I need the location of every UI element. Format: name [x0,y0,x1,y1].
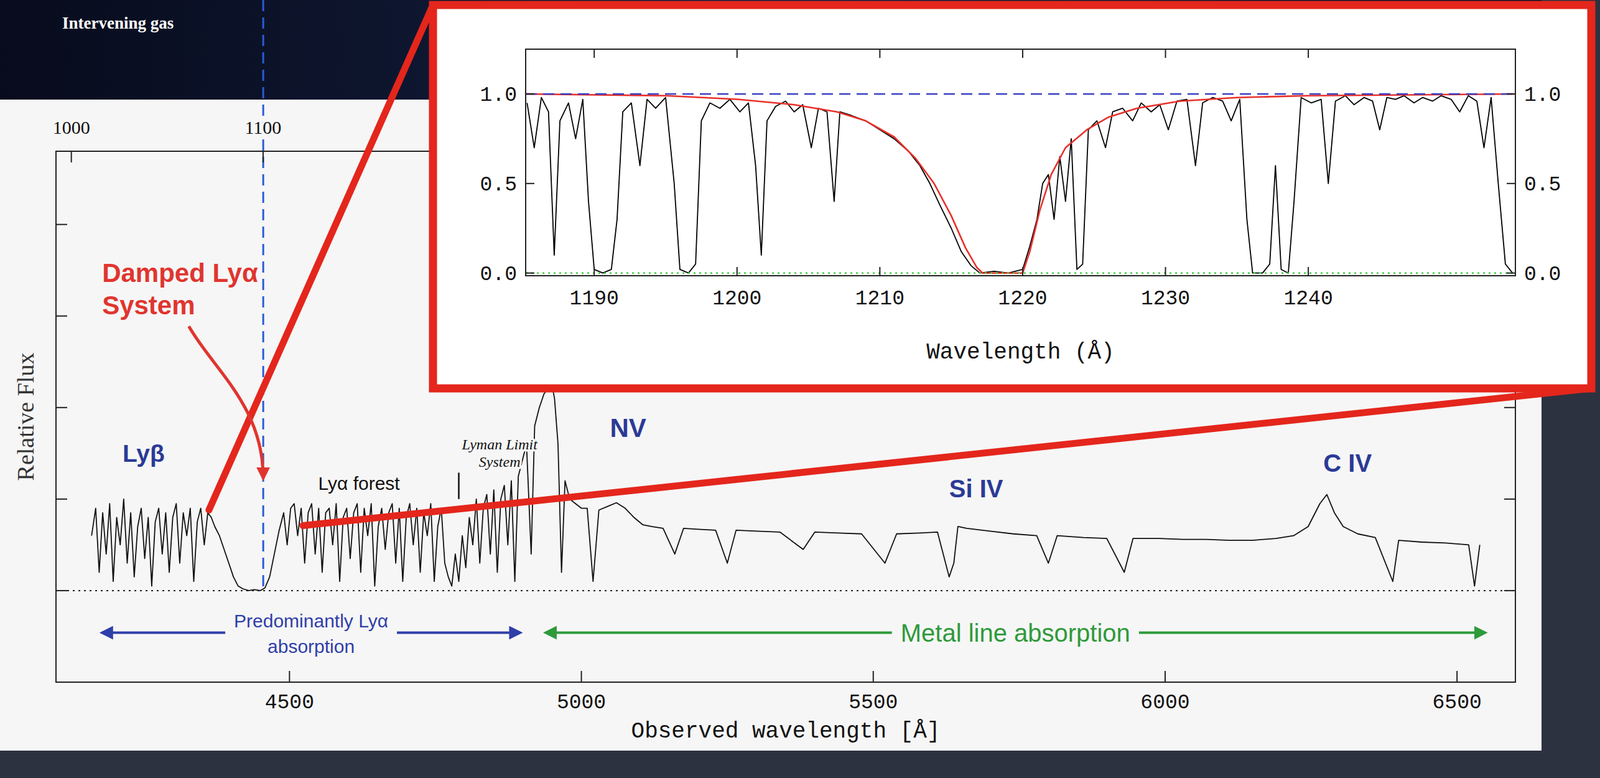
reference-line [525,271,1516,274]
y-tick-label: 1.0 [480,83,517,107]
y-tick [55,223,68,226]
x-tick-label: 1190 [569,287,619,311]
zoom-line [209,4,433,511]
x2-tick [70,151,73,163]
x-tick [736,266,738,276]
y-tick [525,182,535,185]
x-tick [872,670,875,682]
x-tick-label: 6500 [1432,691,1482,715]
inset-box [432,4,1592,389]
x-axis-title: Observed wavelength [Å] [631,718,941,745]
x-tick [1165,266,1167,276]
y-tick-label: 0.5 [1524,173,1561,197]
x-tick-label: 5000 [556,691,606,715]
x-tick [879,49,881,58]
y-tick [525,93,535,95]
y-tick [1506,182,1516,185]
x-tick [581,670,583,682]
reference-line [55,589,1516,591]
x-tick [288,670,290,682]
inset-chart: 1190 1200 1210 1220 1230 1240 0.0 0.0 0.5 0.5 1.0 1… [432,4,1592,389]
x-tick [1307,49,1309,58]
y-tick [1504,589,1516,591]
slide-label: Intervening gas [62,13,174,33]
y-tick [525,272,535,274]
annotation: Damped Lyα [102,258,259,288]
inset-series-group [525,93,1516,274]
y-tick-label: 0.0 [480,263,517,287]
annotation: Lyβ [122,439,165,467]
background [0,0,1600,778]
slide: Intervening gas 4500 5000 5500 6000 6500 1000 1… [0,0,1600,778]
x-tick [593,266,595,276]
region-arrow [102,631,226,634]
x-tick [1165,49,1167,58]
y-tick [1506,272,1516,274]
reference-line [525,93,1516,96]
spectrum-line [91,380,1480,591]
reference-line [262,0,265,591]
series-group [91,380,1480,591]
y-tick [1506,93,1516,95]
region-arrow [545,631,892,634]
y-tick [55,406,68,409]
x-tick-label: 1240 [1283,287,1333,311]
x-tick [1022,266,1024,276]
x-tick-label: 6000 [1140,691,1190,715]
x-tick [593,49,595,58]
annotation: NV [610,413,647,443]
annotation-arrow [189,325,264,478]
spectrum-line [525,93,1516,274]
zoom-line [302,388,1592,526]
annotation: Lyα forest [317,472,400,494]
x-tick [736,49,738,58]
annotation-pointer [457,472,460,499]
y-tick [55,589,68,591]
y-tick [1504,406,1516,409]
x-tick-label: 4500 [265,691,315,715]
region-label: absorption [267,635,355,657]
y-tick [55,315,68,317]
region-arrow [396,631,521,634]
x-axis-title: Wavelength (Å) [926,339,1115,366]
annotation-texts: Damped LyαSystemLyβLyα forestLyman Limit… [102,258,1372,656]
y-tick [55,498,68,500]
y-tick-label: 1.0 [1524,83,1561,107]
annotation: Si IV [949,474,1004,503]
x-tick [1307,266,1309,276]
annotation: C IV [1323,449,1372,477]
x-tick-label: 1220 [997,287,1047,311]
x-tick-label: 1230 [1140,287,1191,311]
y-tick-label: 0.5 [480,173,517,197]
y-tick-label: 0.0 [1524,263,1561,287]
y-tick [1504,498,1516,500]
annotation: System [479,453,521,470]
region-label: Predominantly Lyα [233,610,389,631]
y-axis-title: Relative Flux [12,352,39,481]
x-tick [1456,670,1458,682]
region-arrow [1139,631,1485,634]
pointers [102,325,1485,633]
annotation: Lyman Limit [461,436,539,453]
spectrum-line [526,95,1513,274]
inset-frame [525,49,1516,276]
x2-tick-label: 1000 [52,116,91,138]
region-label: Metal line absorption [900,618,1131,647]
x-tick-label: 1200 [712,287,762,311]
x-tick [1022,49,1024,58]
x-tick [1164,670,1166,682]
annotation: System [102,290,195,320]
x-tick [879,266,881,276]
x-tick-label: 1210 [855,287,905,311]
x2-tick-label: 1100 [244,116,282,138]
x2-tick [262,151,264,163]
x-tick-label: 5500 [848,691,898,715]
